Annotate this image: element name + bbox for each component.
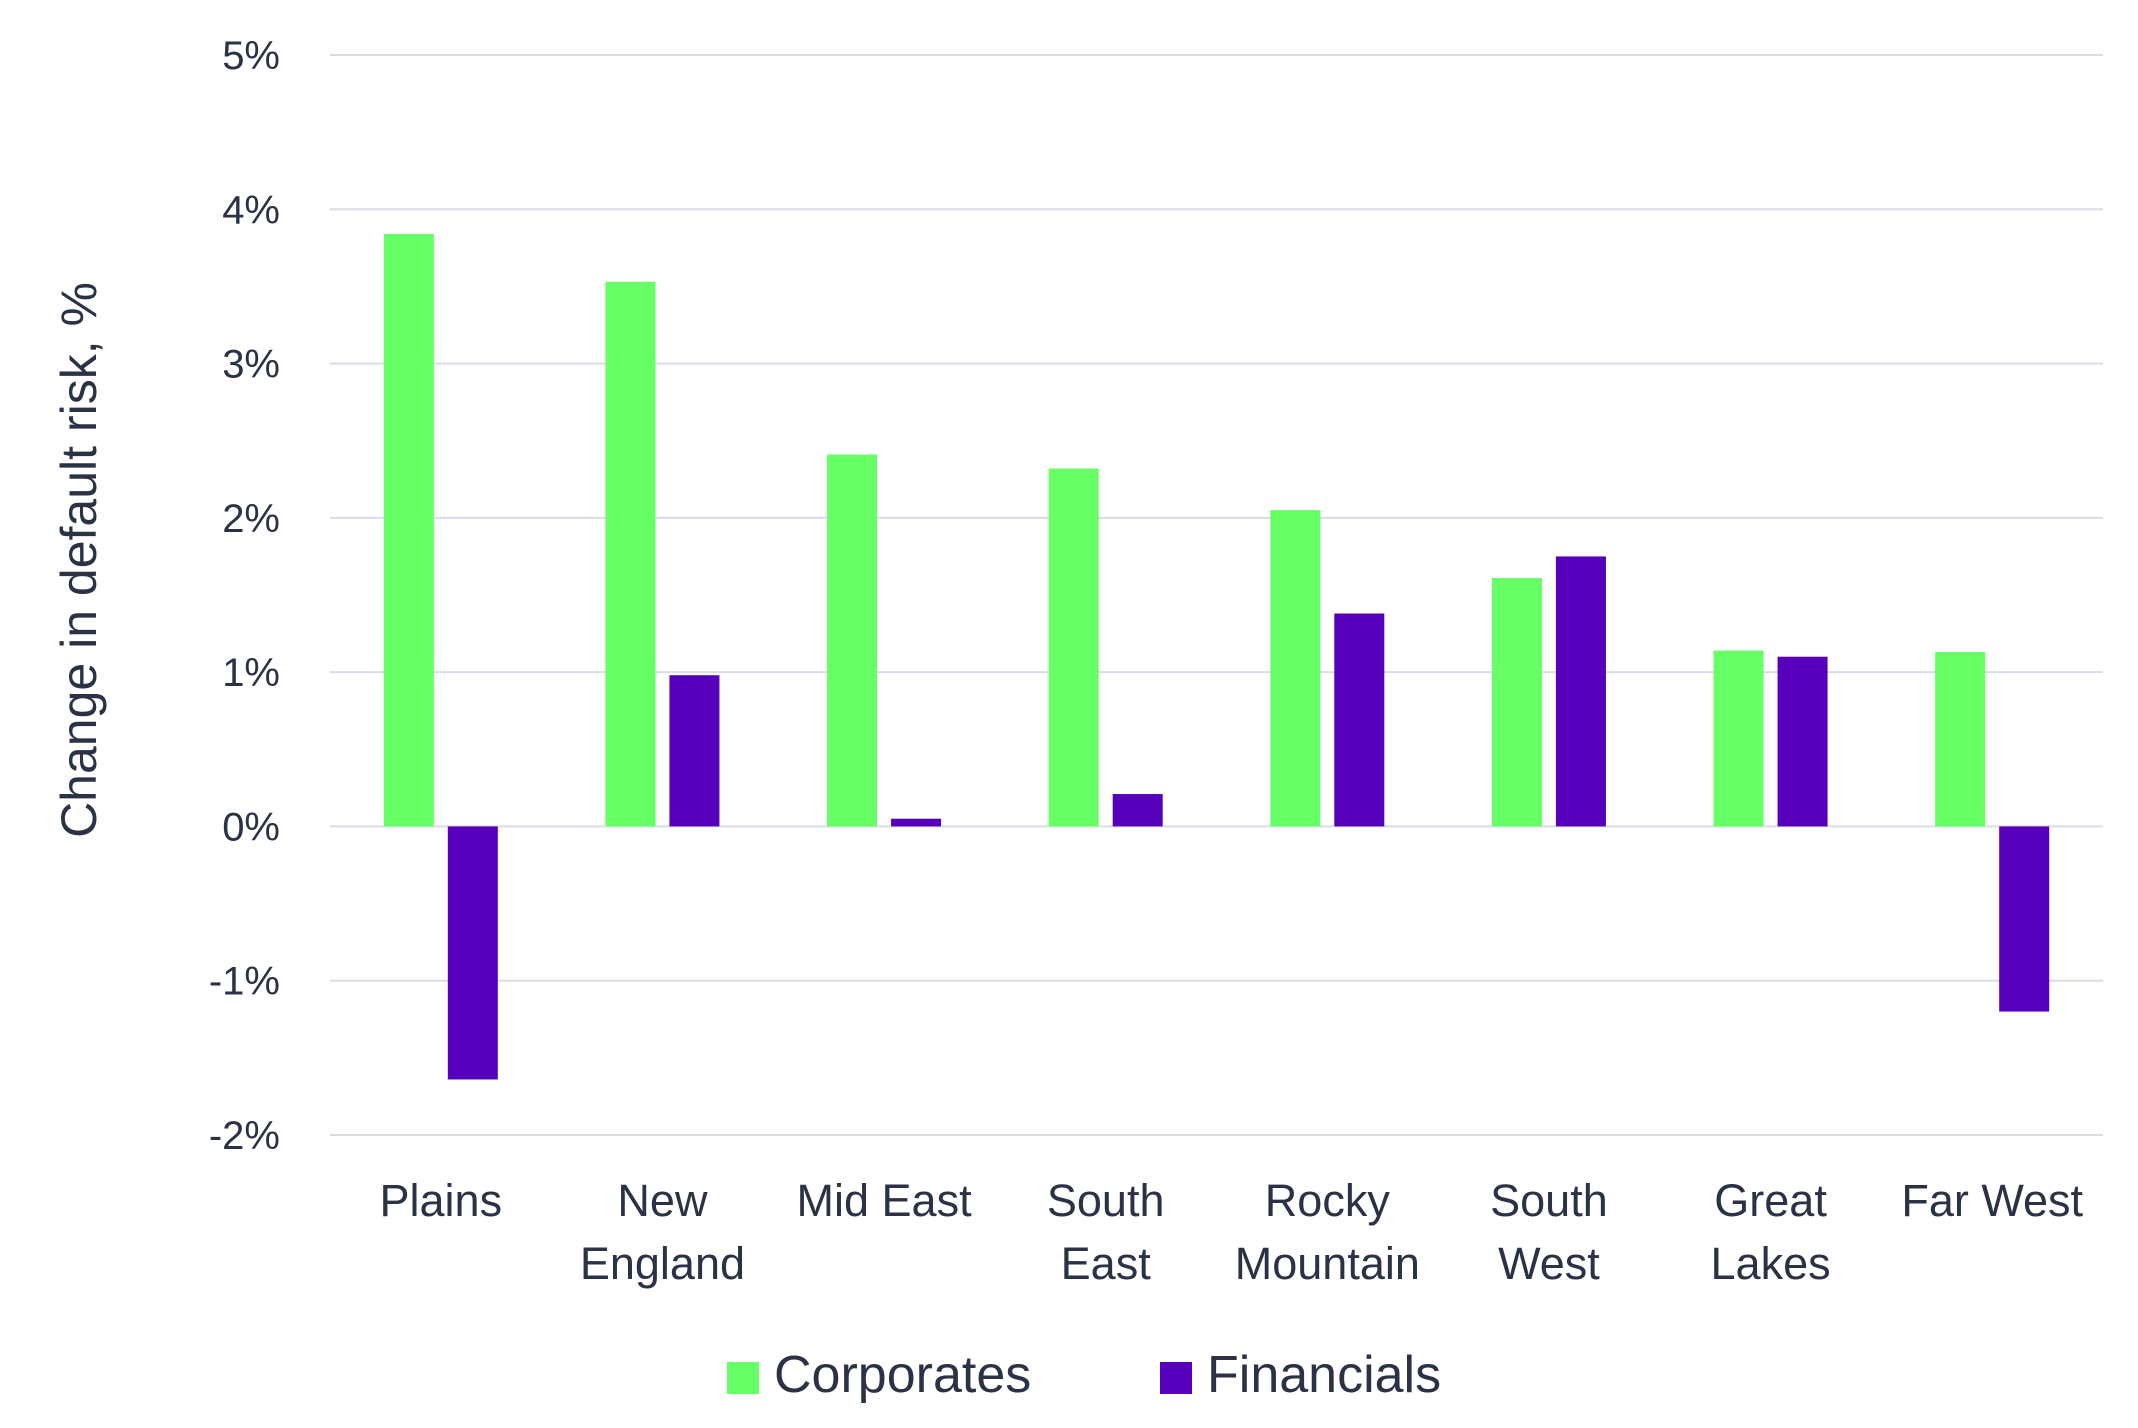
- x-category-label: South: [1490, 1175, 1608, 1226]
- x-category-label: Plains: [380, 1175, 503, 1226]
- legend: Corporates Financials: [727, 1346, 1441, 1404]
- bar-corporates: [1713, 650, 1764, 827]
- bar-corporates: [383, 233, 434, 827]
- legend-label-corporates: Corporates: [774, 1346, 1031, 1404]
- bar-financials: [1112, 794, 1163, 827]
- bar-financials: [1555, 556, 1606, 827]
- bar-corporates: [827, 454, 878, 827]
- x-category-label: Lakes: [1711, 1238, 1831, 1289]
- x-category-label: England: [580, 1238, 745, 1289]
- y-tick-label: 2%: [222, 497, 280, 541]
- legend-swatch-financials: [1160, 1362, 1192, 1394]
- bar-financials: [447, 826, 498, 1080]
- bar-corporates: [1048, 468, 1099, 827]
- legend-swatch-corporates: [727, 1362, 759, 1394]
- y-tick-label: -1%: [209, 960, 280, 1004]
- x-category-label: West: [1498, 1238, 1600, 1289]
- legend-label-financials: Financials: [1207, 1346, 1441, 1404]
- y-tick-label: -2%: [209, 1114, 280, 1158]
- y-tick-label: 0%: [222, 805, 280, 849]
- y-tick-label: 3%: [222, 343, 280, 387]
- x-category-label: Mountain: [1235, 1238, 1420, 1289]
- bars: [383, 233, 2050, 1080]
- bar-financials: [1999, 826, 2050, 1012]
- x-category-label: Rocky: [1265, 1175, 1391, 1226]
- x-category-label: Great: [1714, 1175, 1827, 1226]
- x-axis-category-labels: Plains New England Mid East South East Rocky Mo…: [380, 1175, 2084, 1289]
- x-category-label: New: [617, 1175, 708, 1226]
- bar-financials: [1334, 613, 1385, 827]
- gridlines: [330, 54, 2103, 1136]
- bar-corporates: [1270, 510, 1321, 827]
- y-axis-title: Change in default risk, %: [51, 282, 107, 838]
- y-axis-tick-labels: -2% -1% 0% 1% 2% 3% 4% 5%: [209, 34, 280, 1158]
- x-category-label: Far West: [1901, 1175, 2083, 1226]
- bar-financials: [1777, 656, 1828, 827]
- x-category-label: East: [1061, 1238, 1152, 1289]
- bar-corporates: [605, 281, 656, 827]
- y-tick-label: 4%: [222, 188, 280, 232]
- x-category-label: South: [1047, 1175, 1165, 1226]
- bar-financials: [891, 818, 942, 827]
- bar-corporates: [1935, 652, 1986, 827]
- bar-financials: [669, 675, 720, 827]
- y-tick-label: 1%: [222, 651, 280, 695]
- bar-corporates: [1491, 578, 1542, 827]
- x-category-label: Mid East: [797, 1175, 973, 1226]
- y-tick-label: 5%: [222, 34, 280, 78]
